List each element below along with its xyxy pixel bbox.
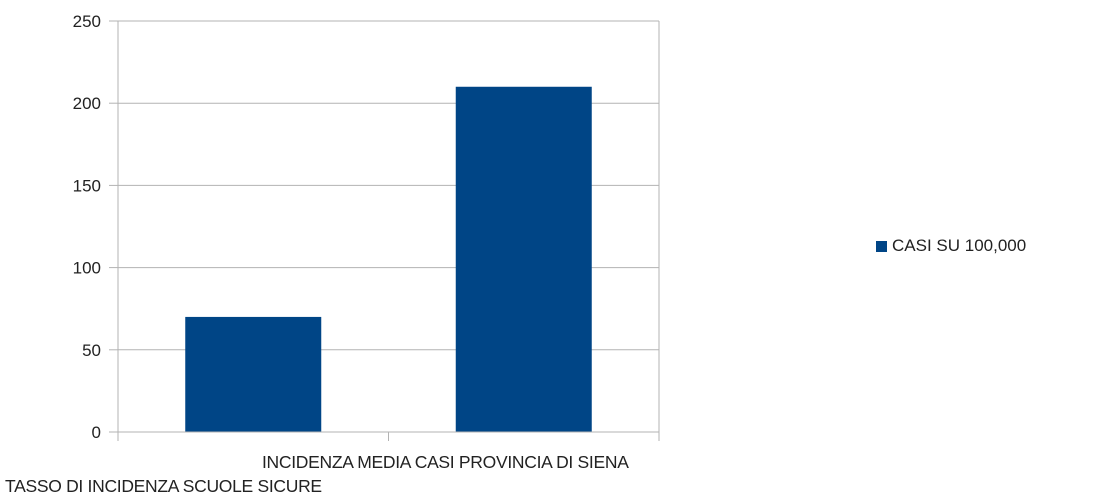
y-tick-label-1: 50 [82, 341, 101, 360]
x-category-label-2: INCIDENZA MEDIA CASI PROVINCIA DI SIENA [262, 452, 629, 472]
x-category-label-1: TASSO DI INCIDENZA SCUOLE SICURE [5, 476, 322, 496]
bar-2 [455, 86, 592, 432]
legend: CASI SU 100,000 [876, 236, 1026, 256]
y-tick-label-5: 250 [73, 12, 101, 31]
y-tick-label-3: 150 [73, 176, 101, 195]
legend-label: CASI SU 100,000 [892, 236, 1027, 255]
bar-1 [185, 316, 322, 432]
legend-swatch [876, 240, 887, 252]
y-tick-label-0: 0 [92, 423, 101, 442]
y-tick-label-2: 100 [73, 259, 101, 278]
y-tick-label-4: 200 [73, 94, 101, 113]
